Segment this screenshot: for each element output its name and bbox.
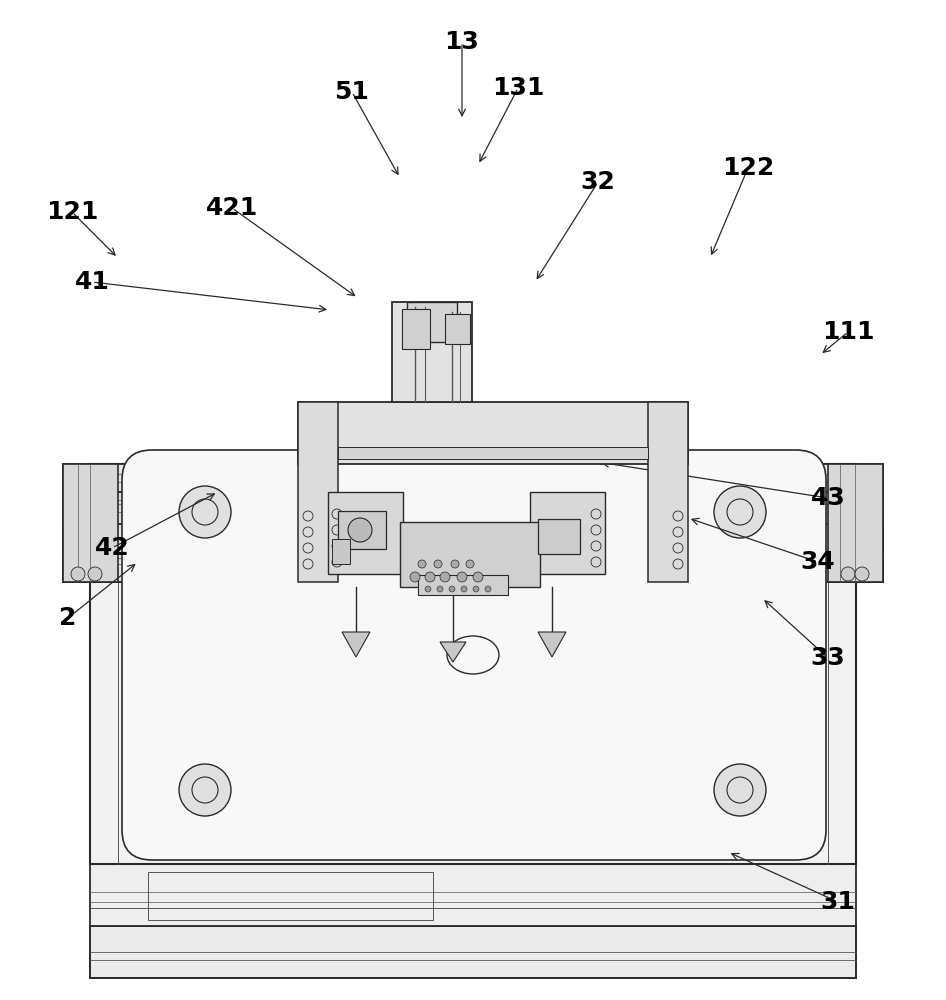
- Circle shape: [179, 486, 231, 538]
- Bar: [328, 492, 403, 574]
- Bar: [530, 492, 605, 574]
- Circle shape: [461, 586, 467, 592]
- Bar: [63, 524, 883, 582]
- FancyBboxPatch shape: [122, 450, 826, 860]
- Text: 13: 13: [445, 30, 480, 54]
- Text: 111: 111: [822, 320, 874, 344]
- Circle shape: [71, 567, 85, 581]
- Bar: [338, 511, 386, 549]
- Circle shape: [451, 560, 459, 568]
- Bar: [400, 522, 540, 587]
- Circle shape: [88, 567, 102, 581]
- Bar: [538, 519, 580, 554]
- Text: 32: 32: [581, 170, 616, 194]
- Bar: [338, 447, 648, 459]
- Bar: [298, 402, 688, 464]
- Text: 51: 51: [335, 80, 370, 104]
- Text: 121: 121: [45, 200, 98, 224]
- Text: 131: 131: [492, 76, 544, 100]
- Circle shape: [440, 572, 450, 582]
- Circle shape: [434, 560, 442, 568]
- Bar: [407, 302, 457, 342]
- Bar: [63, 492, 883, 524]
- Bar: [828, 464, 883, 582]
- Bar: [148, 872, 433, 920]
- Bar: [90, 464, 856, 864]
- Circle shape: [466, 560, 474, 568]
- Circle shape: [437, 586, 443, 592]
- Polygon shape: [440, 642, 466, 662]
- Bar: [332, 539, 350, 564]
- Bar: [63, 464, 118, 582]
- Circle shape: [449, 586, 455, 592]
- Bar: [418, 575, 508, 595]
- Circle shape: [714, 486, 766, 538]
- Text: 122: 122: [722, 156, 774, 180]
- Circle shape: [855, 567, 869, 581]
- Circle shape: [410, 572, 420, 582]
- Circle shape: [485, 586, 491, 592]
- Circle shape: [425, 586, 431, 592]
- Bar: [298, 402, 338, 582]
- Text: 41: 41: [75, 270, 110, 294]
- Text: 42: 42: [95, 536, 130, 560]
- Bar: [392, 302, 472, 402]
- Circle shape: [348, 518, 372, 542]
- Bar: [90, 864, 856, 926]
- Circle shape: [179, 764, 231, 816]
- Bar: [402, 309, 430, 349]
- Bar: [648, 402, 688, 582]
- Text: 33: 33: [811, 646, 846, 670]
- Bar: [63, 464, 883, 492]
- Text: 34: 34: [800, 550, 835, 574]
- Polygon shape: [342, 632, 370, 657]
- Polygon shape: [538, 632, 566, 657]
- Text: 43: 43: [811, 486, 846, 510]
- Circle shape: [473, 586, 479, 592]
- Text: 2: 2: [60, 606, 77, 630]
- Circle shape: [418, 560, 426, 568]
- Circle shape: [473, 572, 483, 582]
- Circle shape: [841, 567, 855, 581]
- Circle shape: [425, 572, 435, 582]
- Bar: [90, 926, 856, 978]
- Bar: [445, 314, 470, 344]
- Circle shape: [457, 572, 467, 582]
- Text: 31: 31: [820, 890, 855, 914]
- Circle shape: [714, 764, 766, 816]
- Text: 421: 421: [206, 196, 258, 220]
